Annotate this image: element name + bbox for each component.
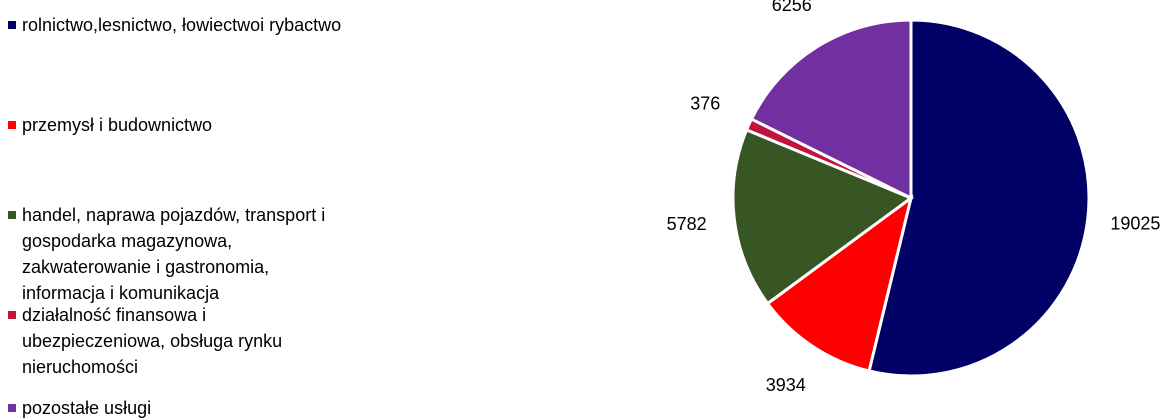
data-label: 5782 xyxy=(667,214,707,234)
legend-item: działalność finansowa i ubezpieczeniowa,… xyxy=(8,302,348,380)
data-label: 6256 xyxy=(772,0,812,15)
legend-label: handel, naprawa pojazdów, transport i go… xyxy=(22,205,326,303)
pie-slice xyxy=(731,127,915,306)
legend-item: przemysł i budownictwo xyxy=(8,112,348,138)
legend-item: pozostałe usługi xyxy=(8,395,348,419)
data-label: 19025 xyxy=(1110,214,1160,234)
legend-swatch xyxy=(8,121,16,129)
data-label: 376 xyxy=(690,93,720,113)
legend-item: rolnictwo,lesnictwo, łowiectwoi rybactwo xyxy=(8,12,348,38)
pie-slice xyxy=(867,18,1091,378)
legend-swatch xyxy=(8,21,16,29)
pie-slice xyxy=(765,194,914,373)
pie-slice xyxy=(749,18,913,201)
legend-item: handel, naprawa pojazdów, transport i go… xyxy=(8,202,348,306)
legend-swatch xyxy=(8,404,16,412)
legend-label: rolnictwo,lesnictwo, łowiectwoi rybactwo xyxy=(22,15,342,35)
legend-swatch xyxy=(8,311,16,319)
legend-label: działalność finansowa i ubezpieczeniowa,… xyxy=(22,305,283,377)
legend-swatch xyxy=(8,211,16,219)
data-label: 3934 xyxy=(766,375,806,395)
legend-label: pozostałe usługi xyxy=(22,398,152,418)
legend-label: przemysł i budownictwo xyxy=(22,115,213,135)
